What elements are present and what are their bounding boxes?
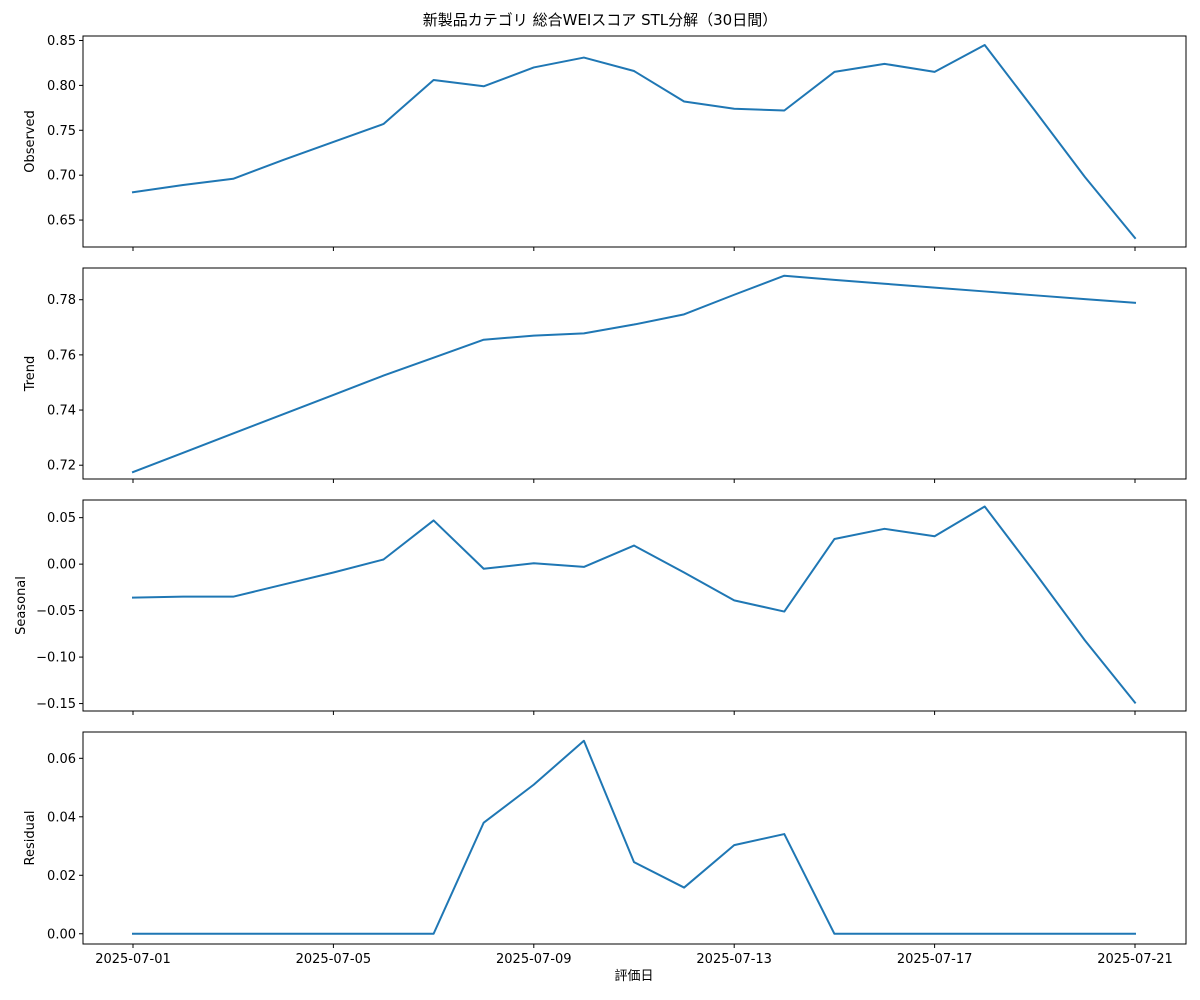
x-tick-label-2: 2025-07-05	[296, 952, 372, 967]
panel-frame-4	[82, 731, 1187, 945]
y-tick-label-4-4: 0.06	[47, 752, 76, 767]
series-line-residual	[132, 739, 1136, 935]
y-axis-label-residual: Residual	[23, 811, 38, 866]
y-tick-label-2-1: 0.72	[47, 459, 76, 474]
series-line-trend	[131, 274, 1137, 474]
y-tick-label-1-1: 0.65	[47, 214, 76, 229]
y-tick-label-4-1: 0.00	[47, 927, 76, 942]
y-tick-label-3-2: 0.00	[47, 558, 76, 573]
y-tick-label-1-2: 0.70	[47, 169, 76, 184]
y-tick-label-3-3: −0.05	[36, 604, 76, 619]
y-tick-label-4-3: 0.04	[47, 810, 76, 825]
panel-frame-1	[82, 35, 1187, 248]
y-tick-label-4-2: 0.02	[47, 869, 76, 884]
x-tick-label-4: 2025-07-13	[696, 952, 772, 967]
y-tick-label-1-4: 0.80	[47, 79, 76, 94]
y-tick-label-2-3: 0.76	[47, 348, 76, 363]
y-tick-label-3-1: 0.05	[47, 511, 76, 526]
x-tick-label-1: 2025-07-01	[95, 952, 171, 967]
y-tick-label-1-5: 0.85	[47, 34, 76, 49]
x-axis-label: 評価日	[614, 969, 654, 984]
series-line-seasonal	[131, 505, 1137, 705]
y-tick-label-1-3: 0.75	[47, 124, 76, 139]
y-tick-label-3-4: −0.10	[36, 651, 76, 666]
x-tick-label-3: 2025-07-09	[496, 952, 572, 967]
chart-title: 新製品カテゴリ 総合WEIスコア STL分解（30日間）	[422, 11, 778, 29]
series-line-observed	[131, 43, 1137, 240]
y-tick-label-2-2: 0.74	[47, 404, 76, 419]
y-tick-label-2-4: 0.78	[47, 293, 76, 308]
y-axis-label-trend: Trend	[23, 356, 38, 393]
y-tick-label-3-5: −0.15	[36, 697, 76, 712]
y-axis-label-seasonal: Seasonal	[14, 576, 29, 635]
panel-frame-2	[82, 267, 1187, 480]
x-tick-label-6: 2025-07-21	[1097, 952, 1173, 967]
y-axis-label-observed: Observed	[23, 110, 38, 173]
x-tick-label-5: 2025-07-17	[897, 952, 973, 967]
panel-frame-3	[82, 499, 1187, 712]
